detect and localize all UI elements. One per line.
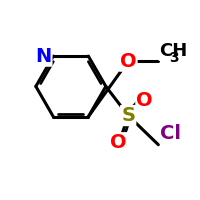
Text: S: S (121, 106, 135, 125)
Text: 3: 3 (169, 51, 178, 65)
Text: CH: CH (159, 42, 188, 60)
Text: O: O (136, 90, 153, 110)
Text: O: O (120, 52, 137, 71)
Text: O: O (110, 133, 127, 152)
Text: Cl: Cl (160, 124, 181, 143)
Text: N: N (35, 47, 51, 66)
